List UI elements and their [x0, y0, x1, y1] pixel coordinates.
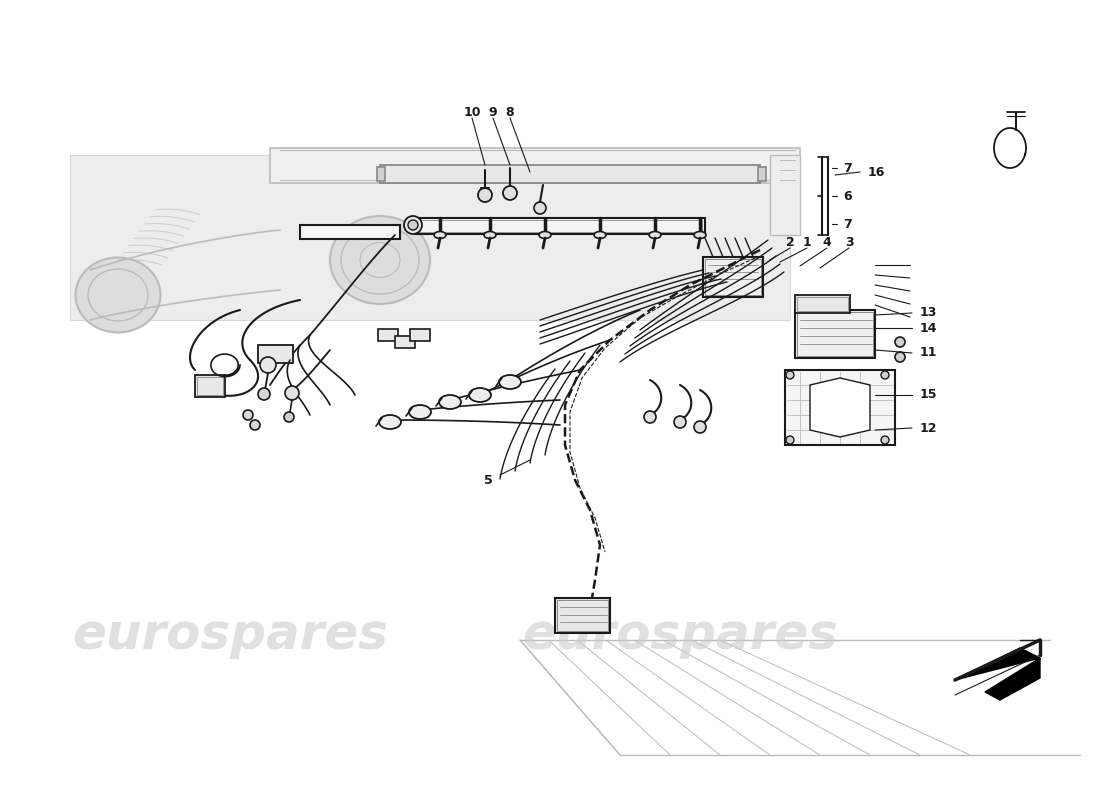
Text: 6: 6: [843, 190, 851, 202]
Text: 2: 2: [785, 235, 794, 249]
Bar: [378, 329, 398, 341]
Bar: [557, 600, 608, 631]
Circle shape: [260, 357, 276, 373]
Polygon shape: [955, 648, 1040, 700]
Text: eurospares: eurospares: [522, 611, 838, 659]
Bar: [195, 375, 226, 397]
Circle shape: [250, 420, 260, 430]
Bar: [415, 218, 705, 234]
Text: 8: 8: [506, 106, 515, 118]
Bar: [758, 167, 766, 181]
Ellipse shape: [409, 405, 431, 419]
Ellipse shape: [379, 415, 401, 429]
Ellipse shape: [694, 231, 706, 238]
Text: 9: 9: [488, 106, 497, 118]
Ellipse shape: [499, 375, 521, 389]
Ellipse shape: [484, 231, 496, 238]
Text: 13: 13: [920, 306, 937, 319]
Circle shape: [895, 352, 905, 362]
Circle shape: [404, 216, 422, 234]
Text: 7: 7: [843, 162, 851, 174]
Circle shape: [503, 186, 517, 200]
Bar: [795, 310, 874, 358]
Text: 1: 1: [803, 235, 812, 249]
Text: 5: 5: [484, 474, 493, 486]
Ellipse shape: [439, 395, 461, 409]
Text: 11: 11: [920, 346, 937, 359]
Ellipse shape: [469, 388, 491, 402]
Text: 4: 4: [823, 235, 832, 249]
Bar: [798, 297, 848, 311]
Ellipse shape: [434, 231, 446, 238]
Text: 7: 7: [843, 218, 851, 230]
Circle shape: [258, 388, 270, 400]
Bar: [418, 220, 702, 232]
Bar: [377, 167, 385, 181]
Bar: [556, 598, 610, 633]
Text: 12: 12: [920, 422, 937, 434]
Bar: [795, 295, 850, 313]
Bar: [703, 257, 763, 297]
Bar: [258, 345, 293, 363]
Circle shape: [786, 371, 794, 379]
Circle shape: [881, 436, 889, 444]
Bar: [785, 370, 895, 445]
Bar: [197, 377, 223, 395]
Text: eurospares: eurospares: [72, 611, 388, 659]
Ellipse shape: [649, 231, 661, 238]
Bar: [705, 259, 761, 295]
Circle shape: [408, 220, 418, 230]
Text: 3: 3: [845, 235, 854, 249]
Bar: [770, 155, 800, 235]
Ellipse shape: [539, 231, 551, 238]
Text: 16: 16: [868, 166, 886, 178]
Bar: [410, 329, 430, 341]
Text: 10: 10: [463, 106, 481, 118]
Circle shape: [284, 412, 294, 422]
Circle shape: [895, 337, 905, 347]
Text: 15: 15: [920, 389, 937, 402]
Ellipse shape: [594, 231, 606, 238]
Ellipse shape: [76, 258, 161, 333]
Polygon shape: [70, 155, 790, 320]
Bar: [300, 225, 400, 239]
Circle shape: [786, 436, 794, 444]
Circle shape: [881, 371, 889, 379]
Circle shape: [674, 416, 686, 428]
Text: 14: 14: [920, 322, 937, 334]
Circle shape: [243, 410, 253, 420]
Circle shape: [694, 421, 706, 433]
Bar: [395, 336, 415, 348]
Circle shape: [478, 188, 492, 202]
Circle shape: [285, 386, 299, 400]
Circle shape: [644, 411, 656, 423]
Bar: [379, 165, 760, 183]
Ellipse shape: [330, 216, 430, 304]
Bar: [270, 148, 800, 183]
Bar: [798, 312, 873, 356]
Circle shape: [534, 202, 546, 214]
Polygon shape: [810, 378, 870, 437]
